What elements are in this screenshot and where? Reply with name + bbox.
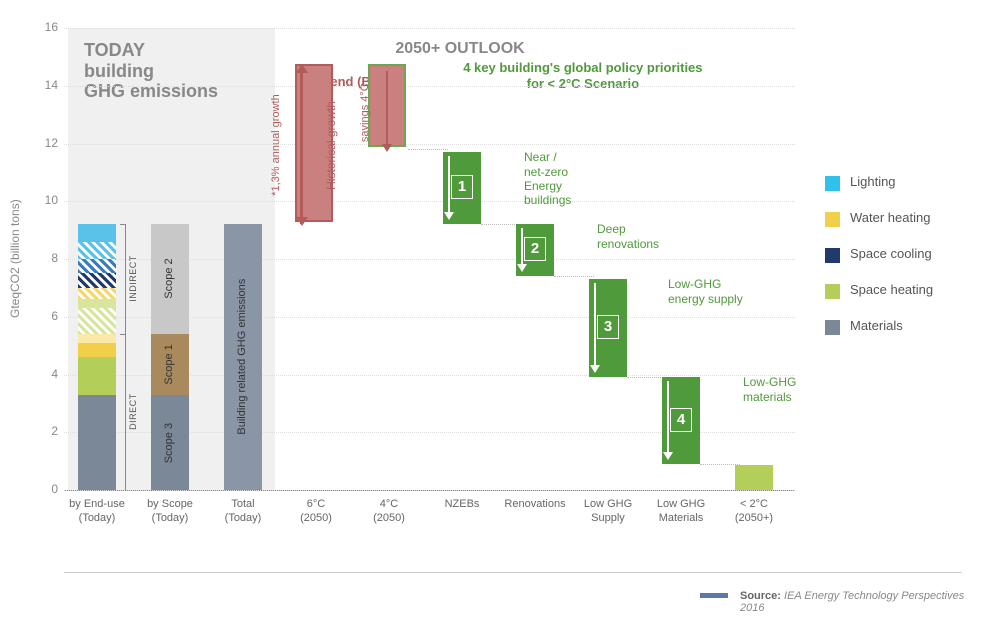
legend-swatch (825, 320, 840, 335)
y-axis-label: GteqCO2 (billion tons) (8, 88, 22, 430)
bar-segment (78, 259, 116, 273)
bar-segment (78, 395, 116, 490)
legend-label: Space heating (850, 282, 933, 297)
legend-swatch (825, 284, 840, 299)
bar-segment (78, 224, 116, 241)
label-growth: *1,3% annual growth (270, 72, 282, 219)
bar-segment (78, 242, 116, 259)
bar-segment (78, 343, 116, 357)
ghg-emissions-chart: 0246810121416GteqCO2 (billion tons)by En… (0, 0, 982, 618)
legend-label: Materials (850, 318, 903, 333)
legend-label: Lighting (850, 174, 896, 189)
title-today: TODAYbuildingGHG emissions (84, 40, 218, 102)
y-tick: 8 (51, 251, 58, 265)
bar-label: Building related GHG emissions (236, 224, 248, 490)
bar-segment (78, 308, 116, 334)
step-label: Deeprenovations (597, 222, 659, 251)
y-tick: 6 (51, 309, 58, 323)
y-tick: 12 (45, 136, 58, 150)
step-number: 3 (597, 315, 619, 339)
step-label: Near /net-zeroEnergybuildings (524, 150, 571, 208)
bar-segment (78, 288, 116, 300)
title-priorities: 4 key building's global policy prioritie… (463, 60, 702, 93)
legend-swatch (825, 176, 840, 191)
title-outlook: 2050+ OUTLOOK (395, 40, 524, 58)
source-text: Source: IEA Energy Technology Perspectiv… (740, 590, 982, 614)
label-savings: savings 4°C (359, 73, 371, 152)
step-label: Low-GHGmaterials (743, 375, 796, 404)
y-tick: 2 (51, 424, 58, 438)
x-tick: < 2°C(2050+) (709, 498, 799, 526)
y-tick: 4 (51, 367, 58, 381)
legend-label: Space cooling (850, 246, 932, 261)
source-bar-icon (700, 593, 728, 598)
y-tick: 16 (45, 20, 58, 34)
bar-segment (78, 299, 116, 308)
y-tick: 10 (45, 193, 58, 207)
label-historical: Historical growth (324, 72, 338, 219)
step-number: 4 (670, 408, 692, 432)
bar-segment (78, 273, 116, 287)
bar-label: Scope 3 (163, 395, 175, 490)
legend-swatch (825, 212, 840, 227)
bar-label: Scope 1 (163, 334, 175, 395)
bar-segment (78, 334, 116, 343)
bracket-direct: DIRECT (128, 334, 138, 490)
bar-label: Scope 2 (163, 224, 175, 334)
y-tick: 14 (45, 78, 58, 92)
legend-swatch (825, 248, 840, 263)
bar-segment (735, 465, 773, 490)
bar-segment (78, 357, 116, 395)
step-label: Low-GHGenergy supply (668, 277, 743, 306)
step-number: 2 (524, 237, 546, 261)
legend-label: Water heating (850, 210, 930, 225)
y-tick: 0 (51, 482, 58, 496)
step-number: 1 (451, 175, 473, 199)
